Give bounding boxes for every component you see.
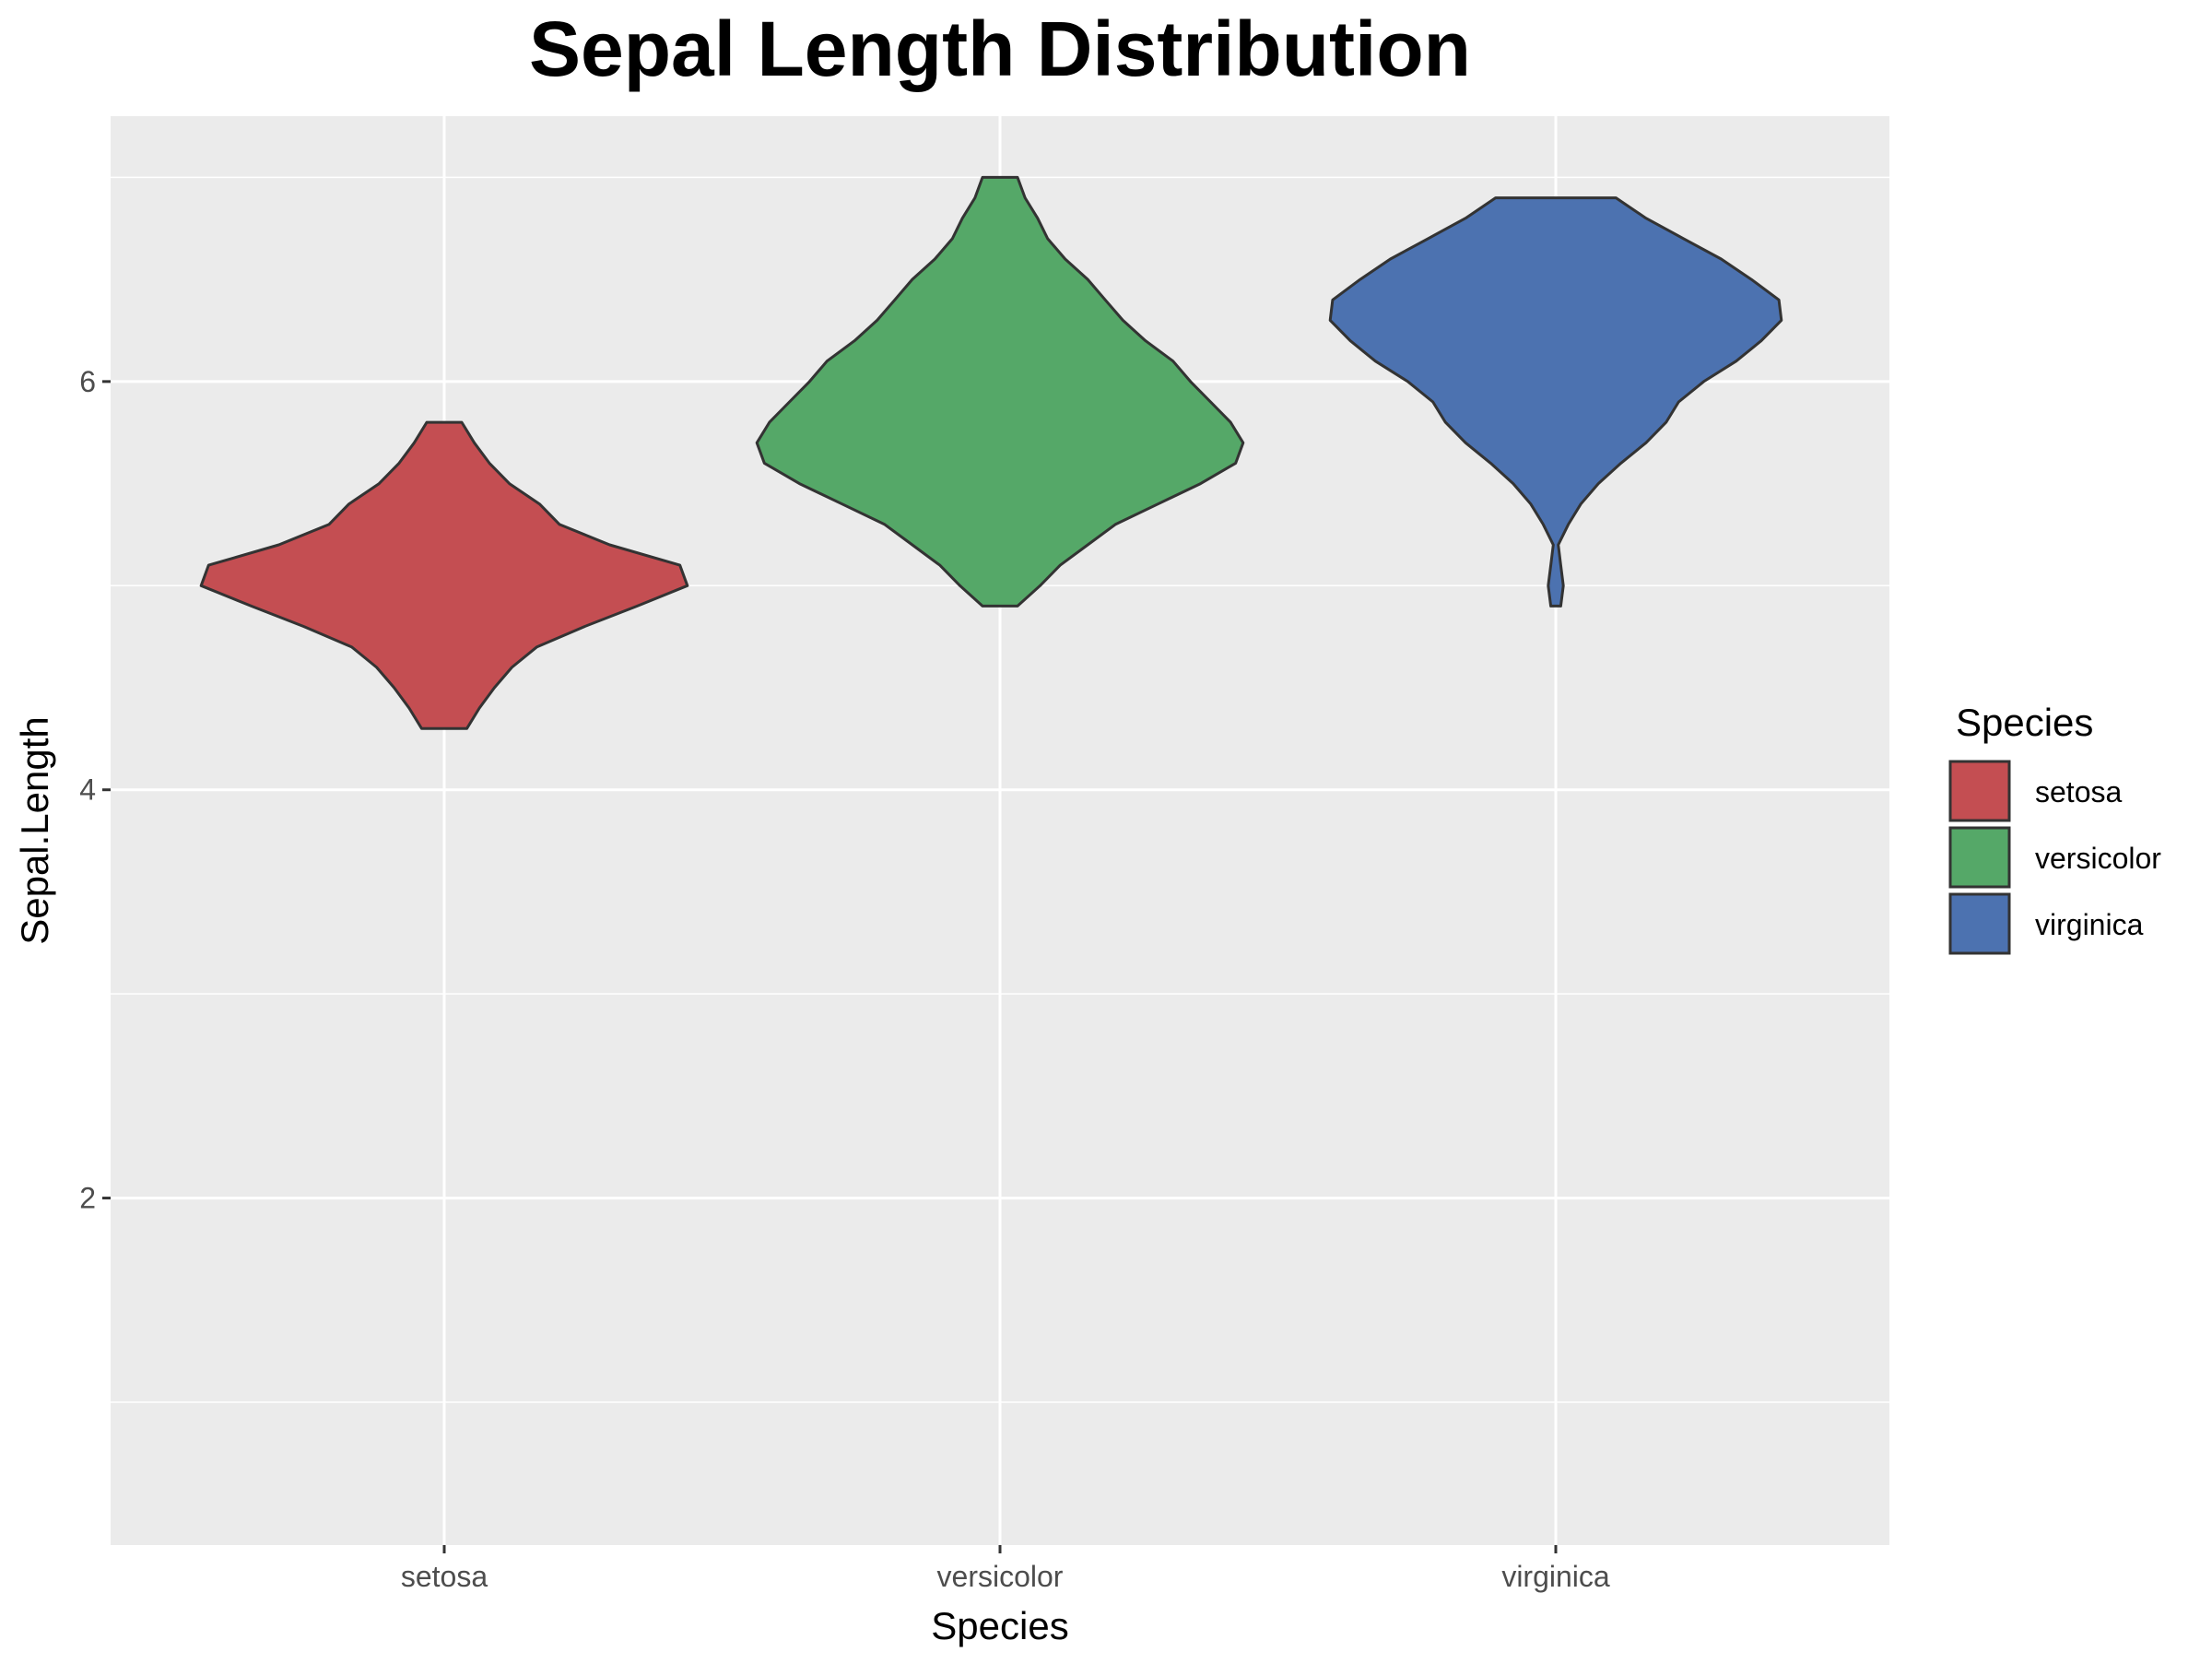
y-axis-title: Sepal.Length [13, 716, 56, 945]
legend-key-setosa [1948, 760, 2011, 822]
y-tick-label: 6 [79, 365, 96, 398]
legend-title: Species [1956, 701, 2093, 744]
x-tick-label: versicolor [937, 1560, 1064, 1593]
legend: Species setosa versicolor virginica [1948, 701, 2161, 955]
y-tick-label: 4 [79, 773, 96, 807]
axes: 2 4 6 setosa versicolor virginica [79, 365, 1610, 1593]
legend-key-versicolor [1948, 826, 2011, 889]
violin-versicolor [755, 175, 1245, 608]
legend-label-virginica: virginica [2035, 908, 2144, 941]
y-tick-label: 2 [79, 1182, 96, 1215]
violins [199, 175, 1783, 730]
legend-entries: setosa versicolor virginica [1948, 760, 2161, 955]
chart-title: Sepal Length Distribution [529, 6, 1471, 92]
legend-label-setosa: setosa [2035, 775, 2122, 808]
x-tick-label: setosa [401, 1560, 488, 1593]
violin-virginica [1328, 196, 1783, 608]
x-tick-label: virginica [1501, 1560, 1610, 1593]
legend-key-virginica [1948, 892, 2011, 955]
x-axis-title: Species [931, 1604, 1068, 1647]
violin-setosa [199, 420, 689, 730]
legend-label-versicolor: versicolor [2035, 842, 2161, 875]
